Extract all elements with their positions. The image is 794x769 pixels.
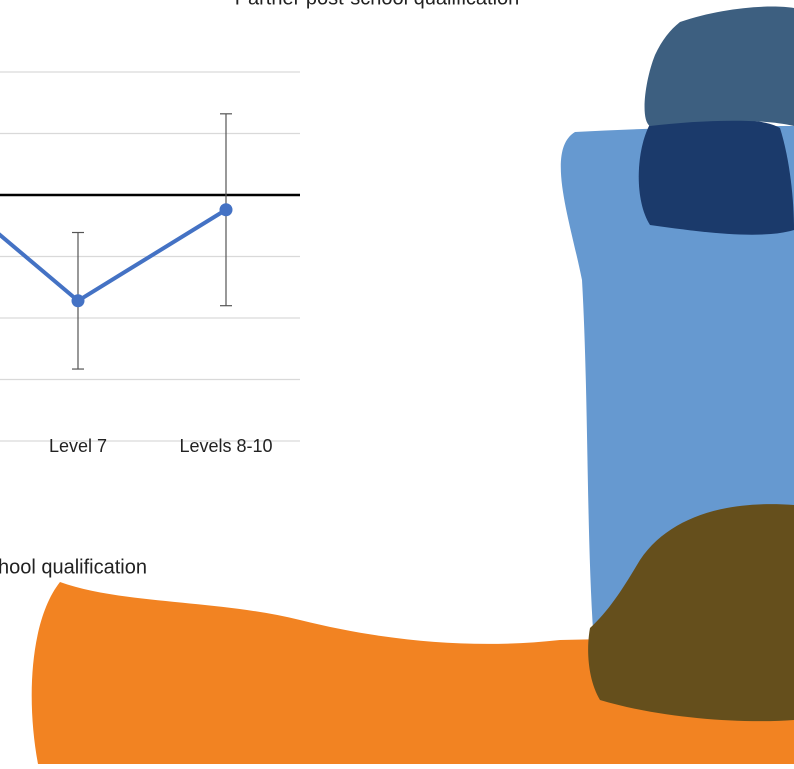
chart-title: Partner post-school qualification bbox=[235, 0, 520, 9]
x-tick-label: Levels 8-10 bbox=[179, 436, 272, 456]
x-axis-title: hool qualification bbox=[0, 556, 147, 578]
plot-layer: Level 7 Levels 8-10 bbox=[0, 71, 300, 456]
data-point bbox=[71, 294, 85, 308]
x-tick-label: Level 7 bbox=[49, 436, 107, 456]
slate-blob bbox=[644, 6, 794, 127]
navy-blob bbox=[638, 119, 794, 235]
orange-blob bbox=[31, 582, 794, 764]
data-point bbox=[219, 203, 233, 217]
brown-blob bbox=[588, 504, 794, 722]
decorative-blobs bbox=[31, 6, 794, 764]
